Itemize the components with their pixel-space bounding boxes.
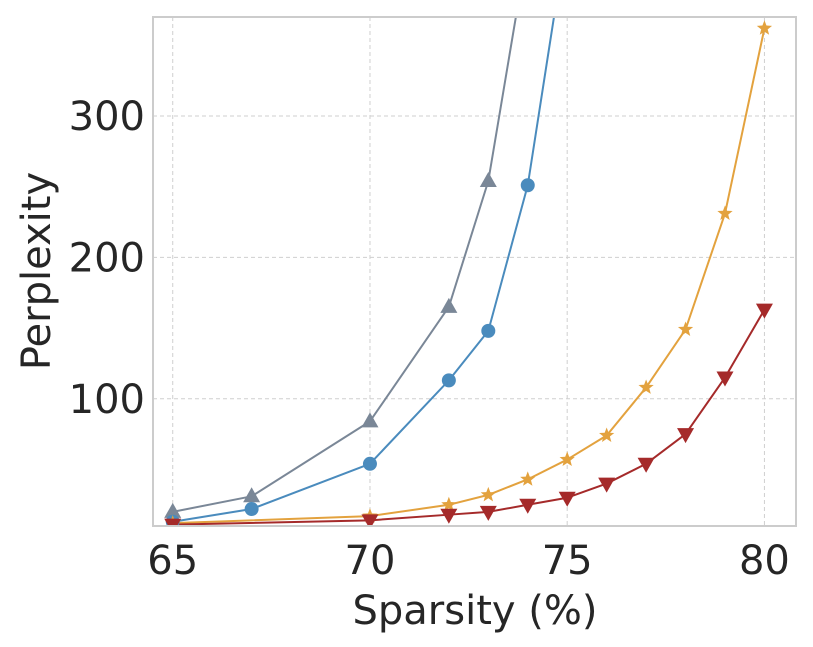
data-point <box>756 20 773 35</box>
x-tick-label: 65 <box>147 538 198 584</box>
x-tick-label: 70 <box>345 538 396 584</box>
series-line-1 <box>172 17 517 513</box>
x-tick-label: 80 <box>739 538 790 584</box>
data-point <box>361 412 379 428</box>
marker-layer <box>164 20 773 526</box>
data-point <box>479 505 497 521</box>
data-point <box>717 205 733 220</box>
plot-frame <box>152 16 797 527</box>
y-tick-label: 300 <box>69 94 145 140</box>
tick-labels: 65 70 75 80 100 200 300 <box>69 94 790 584</box>
data-point <box>638 379 654 394</box>
data-point <box>598 477 616 493</box>
data-point <box>480 486 496 502</box>
data-point <box>519 498 537 514</box>
data-point <box>677 321 694 336</box>
data-point <box>599 427 615 442</box>
grid <box>153 17 796 526</box>
data-point <box>520 471 536 486</box>
data-point <box>440 508 458 524</box>
data-point <box>479 172 497 188</box>
y-tick-label: 200 <box>69 235 145 281</box>
data-point <box>440 297 458 313</box>
data-point <box>677 428 695 444</box>
data-point <box>716 371 734 387</box>
data-point <box>244 502 259 517</box>
x-axis-label: Sparsity (%) <box>353 588 598 634</box>
y-axis-label: Perplexity <box>14 172 60 370</box>
data-point <box>243 487 261 503</box>
data-point <box>558 491 576 507</box>
data-point <box>520 178 535 193</box>
data-point <box>164 518 182 526</box>
y-tick-label: 100 <box>69 377 145 423</box>
data-point <box>637 457 655 473</box>
x-tick-label: 75 <box>542 538 593 584</box>
data-point <box>441 373 456 388</box>
data-point <box>361 514 379 526</box>
data-point <box>164 502 182 518</box>
data-point <box>481 323 496 338</box>
data-point <box>559 451 575 467</box>
data-point <box>755 303 773 319</box>
plot-background <box>153 17 796 526</box>
data-point <box>362 456 377 471</box>
data-point <box>441 496 457 512</box>
